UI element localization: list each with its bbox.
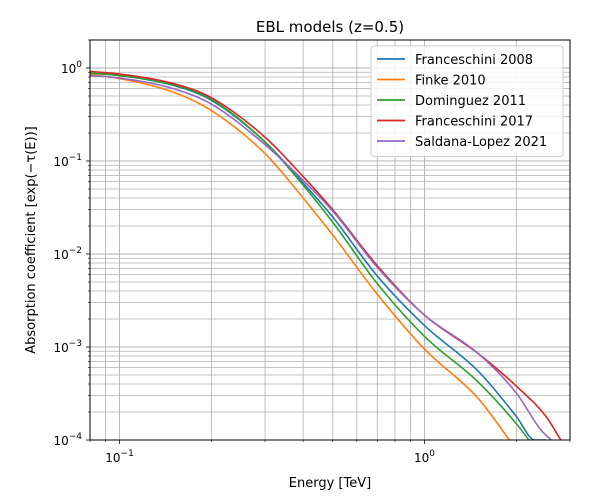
series-line-4 xyxy=(90,74,552,440)
x-tick-label-exponent: −1 xyxy=(121,449,134,459)
legend-label-0: Franceschini 2008 xyxy=(415,53,533,68)
series-line-3 xyxy=(90,70,562,440)
y-tick-label-base: 10 xyxy=(53,434,68,448)
legend-label-2: Dominguez 2011 xyxy=(415,94,526,109)
y-tick-label-exponent: −2 xyxy=(69,246,82,256)
y-tick-label: 10−3 xyxy=(53,339,82,355)
y-tick-label: 100 xyxy=(61,60,82,76)
y-tick-label-exponent: −4 xyxy=(69,432,83,442)
x-tick-label: 10−1 xyxy=(105,449,134,465)
series-line-2 xyxy=(90,72,530,440)
plot-frame xyxy=(89,39,571,441)
x-tick-label: 100 xyxy=(414,449,435,465)
y-tick-label-base: 10 xyxy=(53,155,68,169)
y-tick-label-base: 10 xyxy=(53,248,68,262)
series-line-1 xyxy=(90,73,511,440)
x-axis-label: Energy [TeV] xyxy=(289,476,371,491)
x-tick-label-base: 10 xyxy=(105,451,120,465)
y-tick-label: 10−1 xyxy=(53,153,82,169)
y-tick-label-base: 10 xyxy=(53,341,68,355)
y-axis-label: Absorption coefficient [exp(−τ(E))] xyxy=(24,126,39,353)
x-tick-label-exponent: 0 xyxy=(429,449,435,459)
y-tick-label-exponent: 0 xyxy=(76,60,82,70)
legend-label-1: Finke 2010 xyxy=(415,74,486,89)
series-layer xyxy=(90,70,562,440)
legend-label-3: Franceschini 2017 xyxy=(415,115,533,130)
y-tick-label: 10−4 xyxy=(53,432,82,448)
x-tick-label-base: 10 xyxy=(414,451,429,465)
legend-label-4: Saldana-Lopez 2021 xyxy=(415,135,547,150)
chart-title: EBL models (z=0.5) xyxy=(256,18,404,36)
legend-box xyxy=(370,45,564,157)
y-tick-label-exponent: −3 xyxy=(69,339,82,349)
y-tick-label-exponent: −1 xyxy=(69,153,82,163)
legend: Franceschini 2008 Finke 2010 Dominguez 201… xyxy=(370,45,564,157)
y-tick-label: 10−2 xyxy=(53,246,82,262)
y-tick-label-base: 10 xyxy=(61,62,76,76)
